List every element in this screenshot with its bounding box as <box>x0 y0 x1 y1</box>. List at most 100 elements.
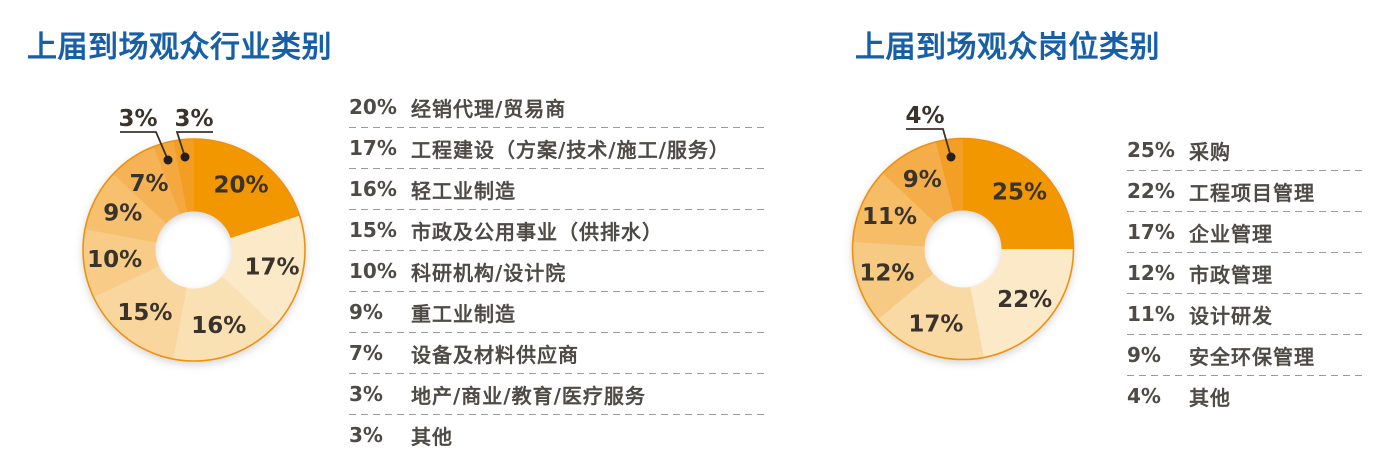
legend-percent: 16% <box>349 177 397 201</box>
slice-percent-label: 22% <box>997 287 1052 313</box>
legend-item: 17% 工程建设（方案/技术/施工/服务） <box>349 128 764 168</box>
legend-label: 工程项目管理 <box>1189 180 1315 205</box>
legend-separator <box>1127 293 1365 294</box>
callout-line <box>120 131 169 161</box>
legend-label: 经销代理/贸易商 <box>411 96 567 121</box>
legend-label: 设计研发 <box>1189 303 1273 328</box>
legend-percent: 10% <box>349 259 397 283</box>
legend-item: 15% 市政及公用事业（供排水） <box>349 210 764 250</box>
legend-percent: 25% <box>1127 138 1175 162</box>
donut-slice <box>935 138 963 212</box>
legend-separator <box>1127 252 1365 253</box>
legend-percent: 3% <box>349 382 383 406</box>
legend-percent: 7% <box>349 341 383 365</box>
legend-separator <box>1127 375 1365 376</box>
legend-percent: 9% <box>349 300 383 324</box>
left-chart-title: 上届到场观众行业类别 <box>27 30 332 65</box>
left-chart-legend: 20% 经销代理/贸易商 17% 工程建设（方案/技术/施工/服务） 16% 轻工业制造 1… <box>349 87 764 455</box>
slice-percent-label: 7% <box>130 171 169 197</box>
callout-dot <box>946 152 956 162</box>
legend-label: 其他 <box>411 424 453 449</box>
legend-item: 11% 设计研发 <box>1127 294 1365 334</box>
legend-percent: 3% <box>349 423 383 447</box>
donut-slice <box>970 249 1074 358</box>
legend-percent: 20% <box>349 95 397 119</box>
legend-separator <box>349 332 764 333</box>
legend-item: 4% 其他 <box>1127 376 1365 416</box>
slice-percent-label: 17% <box>908 311 963 337</box>
legend-separator <box>1127 211 1365 212</box>
legend-label: 采购 <box>1189 139 1231 164</box>
legend-label: 企业管理 <box>1189 221 1273 246</box>
donut-slice <box>852 242 934 320</box>
legend-label: 安全环保管理 <box>1189 344 1315 369</box>
legend-item: 12% 市政管理 <box>1127 253 1365 293</box>
legend-item: 7% 设备及材料供应商 <box>349 333 764 373</box>
legend-separator <box>349 250 764 251</box>
slice-percent-label: 11% <box>862 204 917 230</box>
donut-slice <box>113 146 180 224</box>
donut-position <box>851 137 1075 361</box>
callout-line <box>175 131 213 158</box>
callout-dot <box>163 155 173 165</box>
legend-percent: 22% <box>1127 179 1175 203</box>
legend-separator <box>349 414 764 415</box>
legend-item: 22% 工程项目管理 <box>1127 171 1365 211</box>
legend-percent: 15% <box>349 218 397 242</box>
donut-annotations: 25% 22% 17% 12% 11% 9% 4% <box>859 103 1052 337</box>
slice-percent-label: 20% <box>213 172 268 198</box>
slice-percent-label: 9% <box>903 167 942 193</box>
legend-label: 轻工业制造 <box>411 178 516 203</box>
donut-slice <box>173 276 275 362</box>
donut-slice <box>222 215 305 326</box>
legend-percent: 12% <box>1127 261 1175 285</box>
slice-percent-label: 25% <box>992 179 1047 205</box>
callout-dot <box>180 152 190 162</box>
legend-percent: 11% <box>1127 302 1175 326</box>
slice-percent-label: 15% <box>117 300 172 326</box>
donut-slice <box>82 229 160 298</box>
legend-percent: 4% <box>1127 384 1161 408</box>
legend-label: 市政管理 <box>1189 262 1273 287</box>
slice-percent-label: 17% <box>245 254 300 280</box>
donut-slice <box>852 173 935 247</box>
legend-label: 重工业制造 <box>411 301 516 326</box>
legend-percent: 17% <box>349 136 397 160</box>
slice-percent-label: 12% <box>859 261 914 287</box>
legend-separator <box>1127 334 1365 335</box>
donut-outline <box>82 138 306 362</box>
legend-percent: 9% <box>1127 343 1161 367</box>
donut-slice <box>93 266 187 360</box>
legend-item: 3% 其他 <box>349 415 764 455</box>
donut-slice <box>194 139 300 239</box>
donut-slice <box>882 141 954 223</box>
legend-label: 设备及材料供应商 <box>411 342 579 367</box>
donut-slice <box>877 273 984 360</box>
legend-label: 科研机构/设计院 <box>411 260 567 285</box>
legend-separator <box>349 168 764 169</box>
callout-percent-label: 3% <box>118 106 157 132</box>
legend-separator <box>349 209 764 210</box>
slice-percent-label: 9% <box>103 201 142 227</box>
legend-label: 市政及公用事业（供排水） <box>411 219 663 244</box>
callout-percent-label: 4% <box>905 103 944 129</box>
donut-slice <box>963 138 1074 249</box>
legend-label: 工程建设（方案/技术/施工/服务） <box>411 137 730 162</box>
right-chart-title: 上届到场观众岗位类别 <box>855 30 1160 65</box>
donut-industry <box>82 138 306 362</box>
legend-separator <box>1127 170 1365 171</box>
legend-percent: 17% <box>1127 220 1175 244</box>
legend-item: 9% 安全环保管理 <box>1127 335 1365 375</box>
donut-annotations: 20% 17% 16% 15% 10% 9% 7% 3% 3% <box>87 106 300 339</box>
slice-percent-label: 16% <box>191 313 246 339</box>
donut-slice <box>153 140 187 215</box>
legend-label: 地产/商业/教育/医疗服务 <box>411 383 646 408</box>
legend-item: 9% 重工业制造 <box>349 292 764 332</box>
legend-item: 3% 地产/商业/教育/医疗服务 <box>349 374 764 414</box>
legend-item: 17% 企业管理 <box>1127 212 1365 252</box>
legend-label: 其他 <box>1189 385 1231 410</box>
donut-slice <box>84 174 166 243</box>
legend-item: 16% 轻工业制造 <box>349 169 764 209</box>
slice-percent-label: 10% <box>87 247 142 273</box>
